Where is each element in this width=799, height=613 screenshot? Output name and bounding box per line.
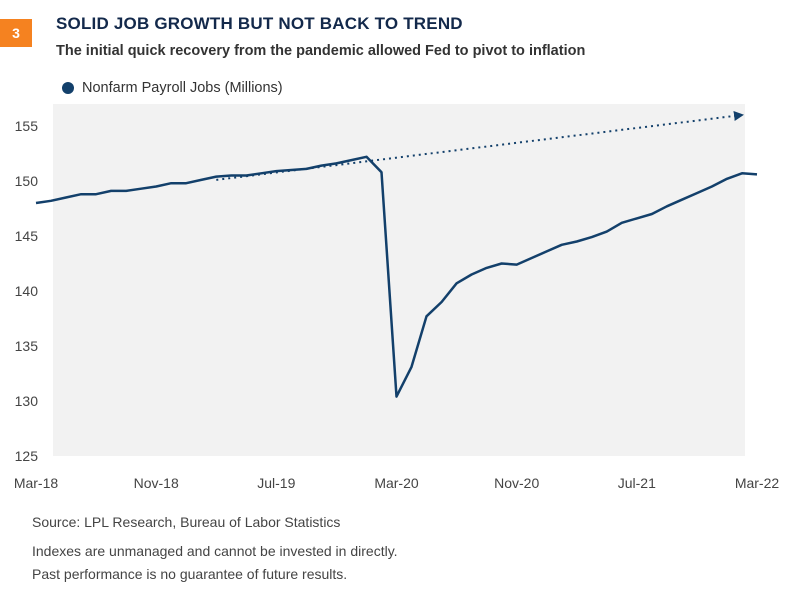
y-tick-label: 150 xyxy=(15,173,39,189)
x-tick-label: Mar-18 xyxy=(14,475,59,491)
x-tick-label: Mar-20 xyxy=(374,475,419,491)
y-axis-ticks: 125 130 135 140 145 150 155 xyxy=(15,118,39,464)
series-layer xyxy=(35,111,758,398)
x-tick-label: Jul-21 xyxy=(618,475,656,491)
disclaimer-indexes: Indexes are unmanaged and cannot be inve… xyxy=(32,543,398,559)
payroll-series-line xyxy=(35,155,758,398)
legend: Nonfarm Payroll Jobs (Millions) xyxy=(62,80,283,96)
x-tick-label: Mar-22 xyxy=(735,475,780,491)
y-tick-label: 135 xyxy=(15,338,39,354)
x-axis-ticks: Mar-18 Nov-18 Jul-19 Mar-20 Nov-20 Jul-21 Mar-… xyxy=(14,475,780,491)
x-tick-label: Jul-19 xyxy=(257,475,295,491)
y-tick-label: 155 xyxy=(15,118,39,134)
y-tick-label: 140 xyxy=(15,283,39,299)
y-tick-label: 125 xyxy=(15,448,39,464)
plot-area xyxy=(53,104,745,456)
disclaimer-performance: Past performance is no guarantee of futu… xyxy=(32,566,348,582)
trend-line xyxy=(216,111,744,181)
legend-marker-icon xyxy=(62,82,74,94)
chart-title: SOLID JOB GROWTH BUT NOT BACK TO TREND xyxy=(56,14,463,33)
source-note: Source: LPL Research, Bureau of Labor St… xyxy=(32,514,341,530)
y-tick-label: 145 xyxy=(15,228,39,244)
chart-number-badge: 3 xyxy=(0,19,32,47)
x-tick-label: Nov-20 xyxy=(494,475,539,491)
chart-subtitle: The initial quick recovery from the pand… xyxy=(56,43,586,59)
x-tick-label: Nov-18 xyxy=(134,475,179,491)
y-tick-label: 130 xyxy=(15,393,39,409)
legend-label: Nonfarm Payroll Jobs (Millions) xyxy=(82,80,283,96)
